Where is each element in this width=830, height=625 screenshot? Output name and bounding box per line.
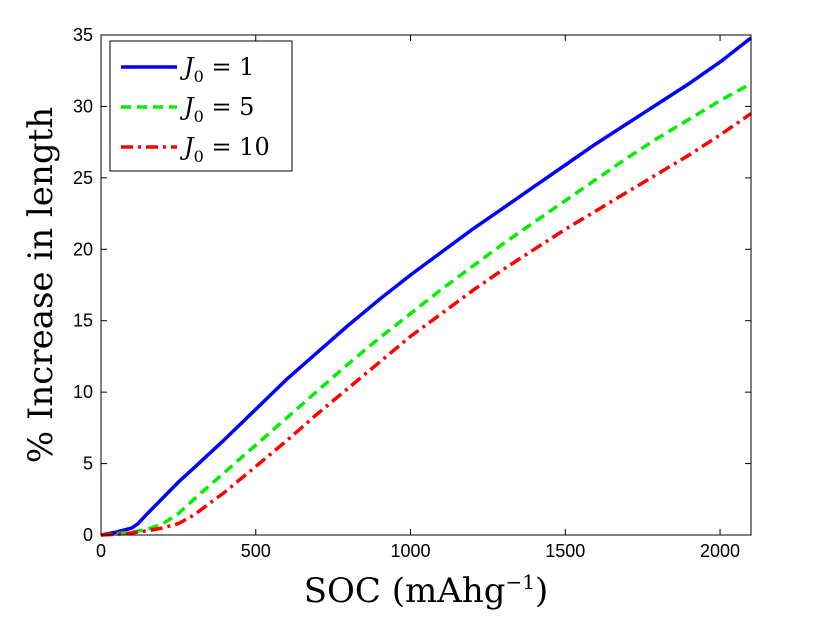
y-tick-label: 10 [73, 382, 93, 402]
series-line-j0-1 [100, 36, 753, 537]
x-tick-label: 2000 [700, 541, 740, 561]
x-tick-label: 500 [241, 541, 271, 561]
legend-label-sub: 0 [194, 147, 204, 166]
legend-label: J0 = 1 [179, 53, 254, 86]
y-tick-label: 25 [73, 168, 93, 188]
series-layer [100, 36, 753, 537]
legend-label-sub: 0 [194, 107, 204, 126]
y-tick-label: 15 [73, 311, 93, 331]
y-tick-label: 20 [73, 239, 93, 259]
x-tick-label: 1000 [391, 541, 431, 561]
series-line-j0-10 [100, 112, 752, 537]
legend-label-rest: = 1 [204, 53, 255, 81]
y-axis-title: % Increase in length [21, 107, 61, 463]
legend-label-rest: = 10 [204, 133, 270, 161]
y-tick-label: 0 [83, 525, 93, 545]
legend-label-rest: = 5 [204, 93, 255, 121]
x-tick-label: 1500 [545, 541, 585, 561]
y-axis-ticks: 0 5 10 15 20 25 30 35 [73, 25, 751, 545]
axes-box [100, 34, 752, 536]
x-tick-label: 0 [96, 541, 106, 561]
y-tick-label: 5 [83, 454, 93, 474]
x-axis-ticks: 0 500 1000 1500 2000 [96, 35, 740, 561]
y-tick-label: 30 [73, 96, 93, 116]
legend-label-sub: 0 [194, 67, 204, 86]
y-tick-label: 35 [73, 25, 93, 45]
legend: J0 = 1J0 = 5J0 = 10 [109, 40, 293, 172]
x-axis-title: SOC (mAhg−1) [304, 570, 548, 611]
